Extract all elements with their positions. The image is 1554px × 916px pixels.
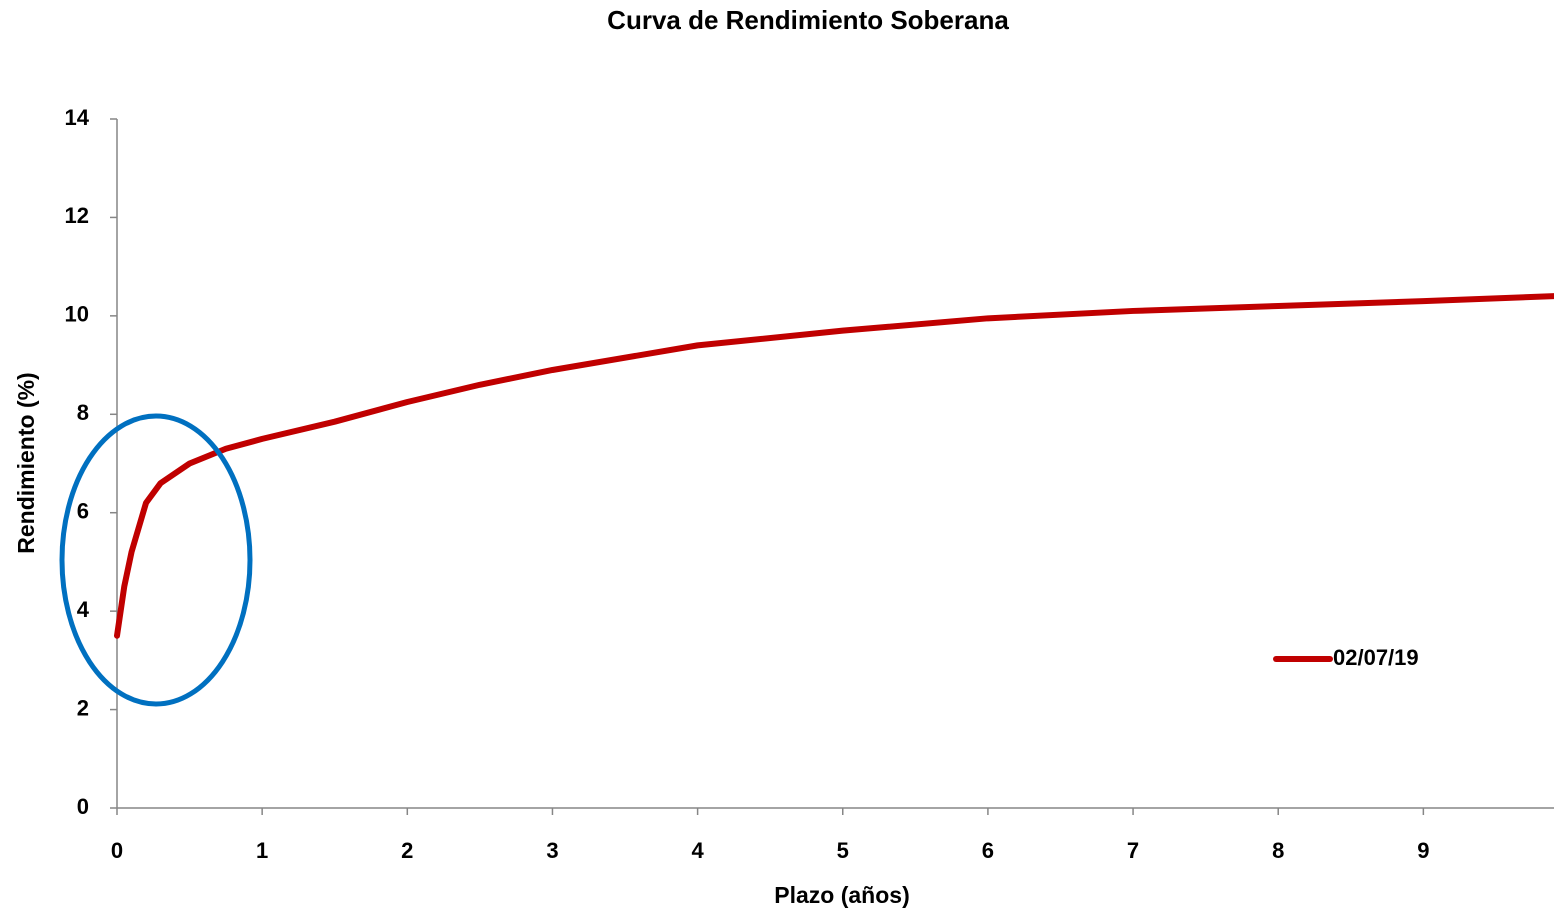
y-tick-label: 2 (77, 695, 89, 720)
y-tick-label: 10 (65, 302, 89, 327)
y-tick-label: 14 (65, 105, 90, 130)
y-tick-label: 6 (77, 499, 89, 524)
x-tick-label: 8 (1272, 838, 1284, 863)
x-tick-label: 0 (111, 838, 123, 863)
x-tick-label: 3 (546, 838, 558, 863)
x-tick-label: 1 (256, 838, 268, 863)
x-tick-label: 5 (837, 838, 849, 863)
y-tick-label: 4 (77, 597, 90, 622)
x-axis-title: Plazo (años) (774, 882, 909, 908)
y-tick-label: 12 (65, 203, 89, 228)
data-line (114, 293, 1554, 639)
y-axis-title: Rendimiento (%) (13, 372, 39, 553)
legend-label: 02/07/19 (1333, 645, 1419, 670)
plot-area (114, 293, 1554, 639)
x-tick-label: 4 (691, 838, 704, 863)
x-tick-label: 7 (1127, 838, 1139, 863)
chart-title: Curva de Rendimiento Soberana (607, 5, 1009, 35)
x-tick-label: 9 (1417, 838, 1429, 863)
highlight-ellipse (59, 413, 253, 707)
y-tick-label: 0 (77, 794, 89, 819)
y-tick-label: 8 (77, 400, 89, 425)
x-tick-label: 6 (982, 838, 994, 863)
x-tick-label: 2 (401, 838, 413, 863)
